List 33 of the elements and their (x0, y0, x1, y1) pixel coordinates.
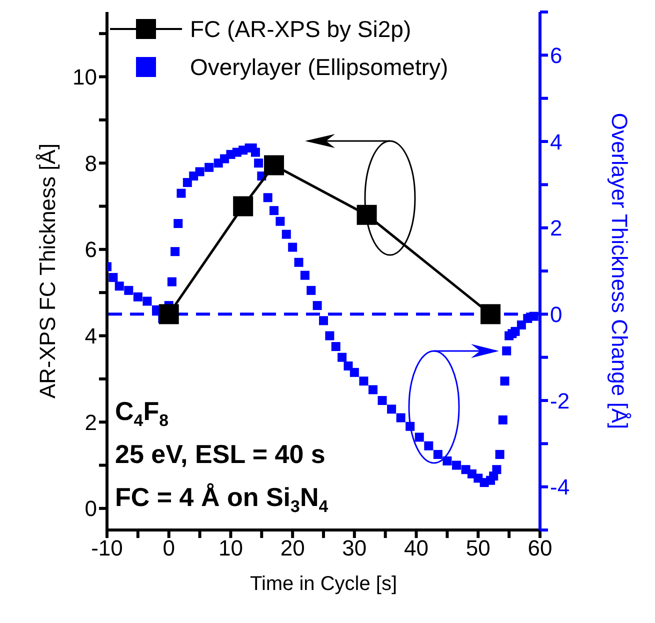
y2-tick-label: 2 (550, 216, 562, 241)
y2-axis-title: Overlayer Thickness Change [Å] (607, 112, 632, 430)
x-tick-label: 0 (162, 536, 175, 561)
x-axis-title: Time in Cycle [s] (250, 573, 398, 595)
y2-tick-label: 4 (550, 129, 562, 154)
y-tick-label: 2 (84, 410, 97, 435)
x-tick-label: 40 (404, 536, 429, 561)
x-tick-label: 30 (342, 536, 367, 561)
y-tick-label: 6 (84, 237, 97, 262)
x-tick-label: 20 (280, 536, 305, 561)
x-tick-label: -10 (91, 536, 123, 561)
y-tick-label: 0 (84, 496, 97, 522)
annotation: 25 eV, ESL = 40 s (115, 439, 326, 469)
point (264, 155, 284, 176)
x-tick-label: 60 (528, 536, 552, 561)
annotation: C$_{4}$F$_{8}$ (115, 396, 168, 430)
point (158, 304, 179, 324)
y2-tick-label: -4 (550, 474, 570, 500)
annotation: FC = 4 Å on Si$_{3}$N$_{4}$ (115, 482, 329, 516)
y2-tick-label: -2 (550, 388, 570, 414)
point (356, 204, 377, 225)
x-tick-label: 10 (218, 536, 243, 561)
y-tick-label: 10 (72, 64, 97, 90)
y-tick-label: 4 (84, 324, 97, 349)
legend-label: Overylayer (Ellipsometry) (190, 53, 448, 82)
y2-tick-label: 0 (550, 302, 562, 327)
y-tick-label: 8 (84, 150, 97, 176)
y-axis-title: AR-XPS FC Thickness [Å] (34, 143, 60, 399)
legend-label: FC (AR-XPS by Si2p) (190, 15, 412, 44)
y2-tick-label: 6 (550, 42, 562, 68)
point (480, 304, 501, 324)
x-tick-label: 50 (466, 536, 490, 561)
point (233, 196, 254, 216)
